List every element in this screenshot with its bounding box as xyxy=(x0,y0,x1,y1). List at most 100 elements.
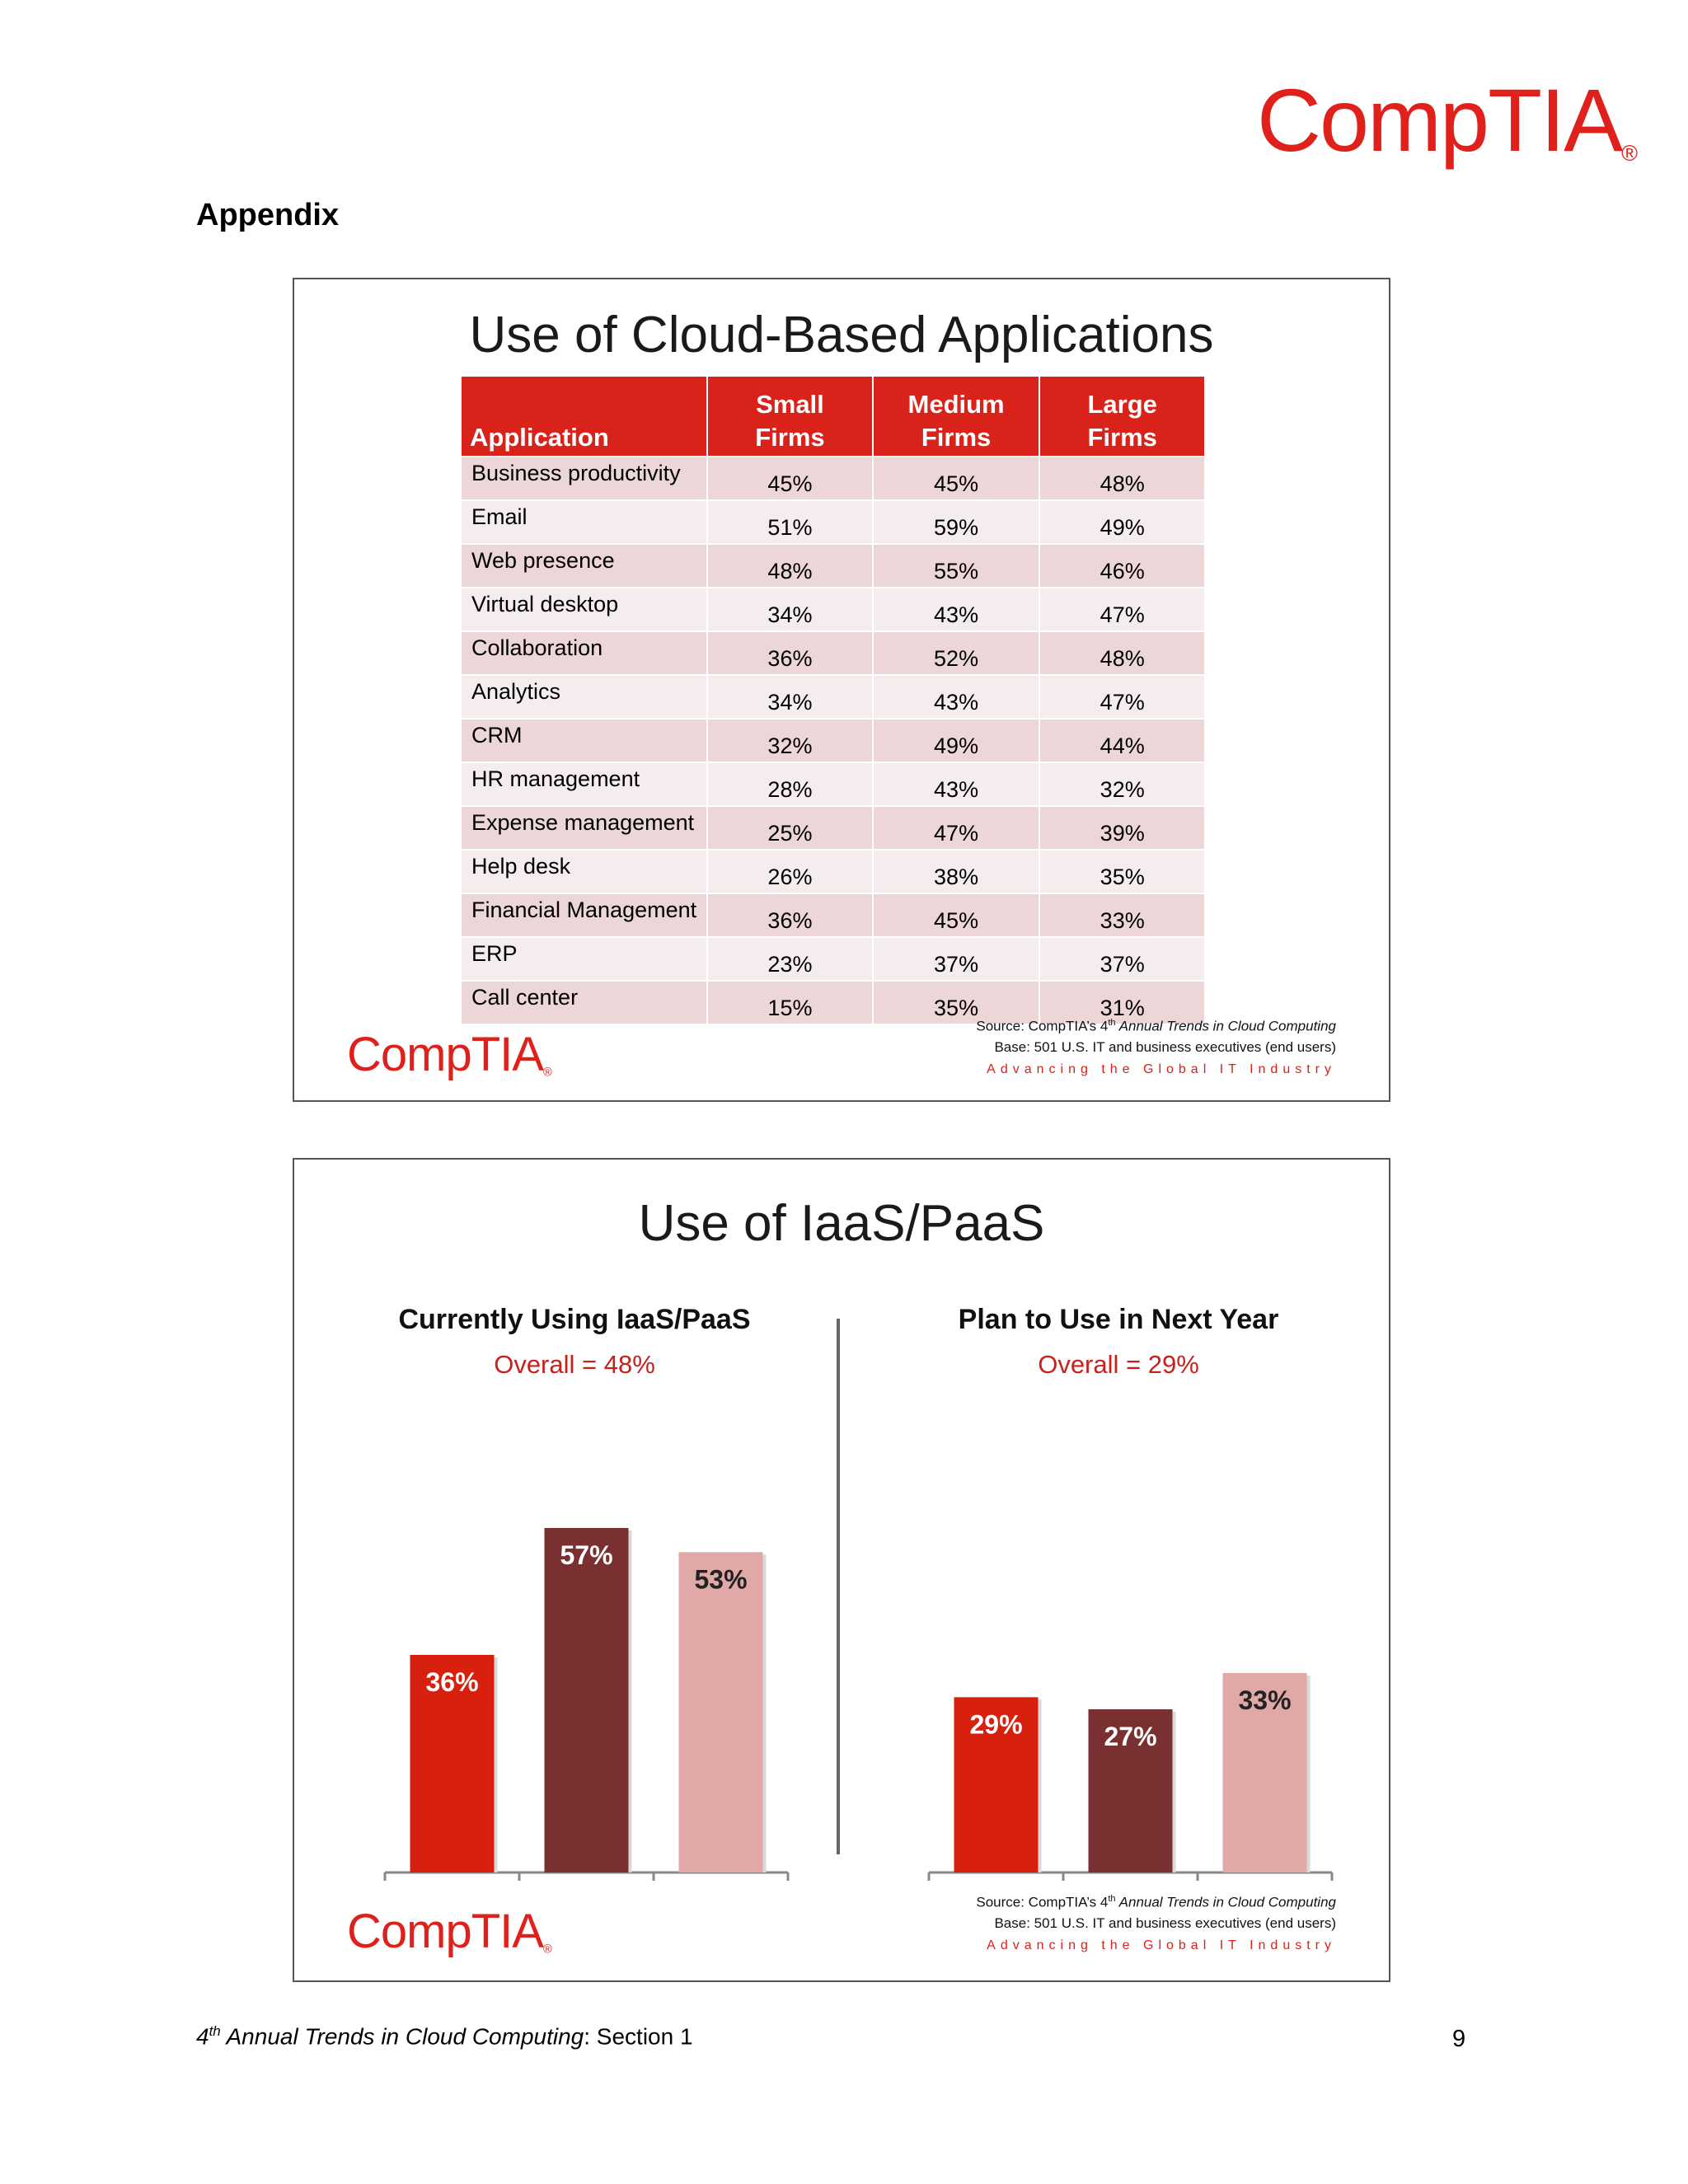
cell-large: 47% xyxy=(1040,587,1204,630)
column-header-application: Application xyxy=(462,377,707,456)
cell-small: 32% xyxy=(708,718,872,762)
comptia-logo: CompTIA® xyxy=(1257,70,1639,170)
cell-large: 35% xyxy=(1040,849,1204,893)
tagline: Advancing the Global IT Industry xyxy=(987,1938,1336,1952)
cell-small: 48% xyxy=(708,543,872,587)
cell-medium: 47% xyxy=(873,805,1039,849)
cell-medium: 37% xyxy=(873,936,1039,980)
column-header-small: Small Firms xyxy=(708,377,872,456)
cell-small: 51% xyxy=(708,499,872,543)
cell-medium: 35% xyxy=(873,980,1039,1024)
table-row: Collaboration 36% 52% 48% xyxy=(462,630,1204,674)
table-header-row: Application Small Firms Medium Firms Large… xyxy=(462,377,1204,456)
data-label: 57% xyxy=(560,1540,612,1570)
cell-medium: 55% xyxy=(873,543,1039,587)
cell-small: 34% xyxy=(708,674,872,718)
page-footer: 4th Annual Trends in Cloud Computing: Se… xyxy=(196,2023,693,2050)
cell-application: ERP xyxy=(462,936,707,980)
cell-application: Call center xyxy=(462,980,707,1024)
table-row: Business productivity 45% 45% 48% xyxy=(462,456,1204,499)
chart-subtitle: Overall = 29% xyxy=(1038,1350,1199,1379)
bar xyxy=(1222,1673,1307,1872)
slide-cloud-applications: Use of Cloud-Based Applications Applicat… xyxy=(293,278,1390,1102)
cell-application: Expense management xyxy=(462,805,707,849)
cell-small: 34% xyxy=(708,587,872,630)
cell-large: 33% xyxy=(1040,893,1204,936)
cell-application: Web presence xyxy=(462,543,707,587)
cell-large: 49% xyxy=(1040,499,1204,543)
bar xyxy=(410,1655,495,1872)
chart-plot: 36%Smallfirms57%Mediumfirms53%Largefirms xyxy=(383,1528,790,1881)
cell-application: Financial Management xyxy=(462,893,707,936)
cell-medium: 45% xyxy=(873,456,1039,499)
cell-large: 48% xyxy=(1040,630,1204,674)
cell-large: 32% xyxy=(1040,762,1204,805)
base-note: Base: 501 U.S. IT and business executive… xyxy=(994,1915,1336,1931)
data-label: 29% xyxy=(969,1709,1022,1739)
slide-iaas-paas: Use of IaaS/PaaS Currently Using IaaS/Pa… xyxy=(293,1158,1390,1982)
comptia-logo: CompTIA® xyxy=(347,1905,552,1958)
bar xyxy=(678,1552,763,1872)
cell-medium: 38% xyxy=(873,849,1039,893)
section-heading: Appendix xyxy=(196,198,340,232)
cell-medium: 43% xyxy=(873,762,1039,805)
cell-application: Help desk xyxy=(462,849,707,893)
cell-small: 36% xyxy=(708,630,872,674)
cell-large: 31% xyxy=(1040,980,1204,1024)
cell-application: CRM xyxy=(462,718,707,762)
chart-plan-next-year: Plan to Use in Next Year Overall = 29% 2… xyxy=(888,1304,1349,1881)
data-label: 36% xyxy=(425,1667,478,1697)
cell-medium: 52% xyxy=(873,630,1039,674)
cell-application: Analytics xyxy=(462,674,707,718)
cell-large: 44% xyxy=(1040,718,1204,762)
cell-small: 28% xyxy=(708,762,872,805)
cell-medium: 49% xyxy=(873,718,1039,762)
cell-small: 15% xyxy=(708,980,872,1024)
cell-small: 26% xyxy=(708,849,872,893)
cell-large: 37% xyxy=(1040,936,1204,980)
cell-small: 23% xyxy=(708,936,872,980)
cell-small: 36% xyxy=(708,893,872,936)
slide-title: Use of IaaS/PaaS xyxy=(638,1195,1045,1252)
cell-application: Collaboration xyxy=(462,630,707,674)
cell-large: 39% xyxy=(1040,805,1204,849)
tagline: Advancing the Global IT Industry xyxy=(987,1062,1336,1076)
cell-large: 46% xyxy=(1040,543,1204,587)
column-header-large: Large Firms xyxy=(1040,377,1204,456)
table-row: Help desk 26% 38% 35% xyxy=(462,849,1204,893)
cell-large: 48% xyxy=(1040,456,1204,499)
cell-application: Email xyxy=(462,499,707,543)
table-row: Expense management 25% 47% 39% xyxy=(462,805,1204,849)
comptia-logo: CompTIA® xyxy=(347,1028,552,1081)
column-header-medium: Medium Firms xyxy=(873,377,1039,456)
bar xyxy=(544,1528,629,1872)
cell-medium: 45% xyxy=(873,893,1039,936)
cell-small: 45% xyxy=(708,456,872,499)
table-row: HR management 28% 43% 32% xyxy=(462,762,1204,805)
data-label: 27% xyxy=(1104,1722,1156,1751)
cell-small: 25% xyxy=(708,805,872,849)
table-row: Financial Management 36% 45% 33% xyxy=(462,893,1204,936)
table-row: Analytics 34% 43% 47% xyxy=(462,674,1204,718)
base-note: Base: 501 U.S. IT and business executive… xyxy=(994,1038,1336,1055)
cell-application: Virtual desktop xyxy=(462,587,707,630)
page-number: 9 xyxy=(1452,2026,1466,2052)
source-note: Source: CompTIA’s 4th Annual Trends in C… xyxy=(976,1013,1336,1080)
data-label: 53% xyxy=(694,1564,747,1594)
table-row: ERP 23% 37% 37% xyxy=(462,936,1204,980)
cell-medium: 59% xyxy=(873,499,1039,543)
cell-application: HR management xyxy=(462,762,707,805)
table-row: Call center 15% 35% 31% xyxy=(462,980,1204,1024)
table-row: Virtual desktop 34% 43% 47% xyxy=(462,587,1204,630)
chart-subtitle: Overall = 48% xyxy=(494,1350,655,1379)
chart-plot: 29%Smallfirms27%Mediumfirms33%Largefirms xyxy=(927,1673,1334,1881)
cell-medium: 43% xyxy=(873,587,1039,630)
data-label: 33% xyxy=(1238,1685,1291,1715)
table-row: CRM 32% 49% 44% xyxy=(462,718,1204,762)
chart-currently-using: Currently Using IaaS/PaaS Overall = 48% … xyxy=(344,1304,805,1881)
cell-large: 47% xyxy=(1040,674,1204,718)
bar xyxy=(1088,1709,1173,1872)
divider xyxy=(837,1319,840,1854)
source-note: Source: CompTIA’s 4th Annual Trends in C… xyxy=(976,1889,1336,1956)
table-row: Web presence 48% 55% 46% xyxy=(462,543,1204,587)
